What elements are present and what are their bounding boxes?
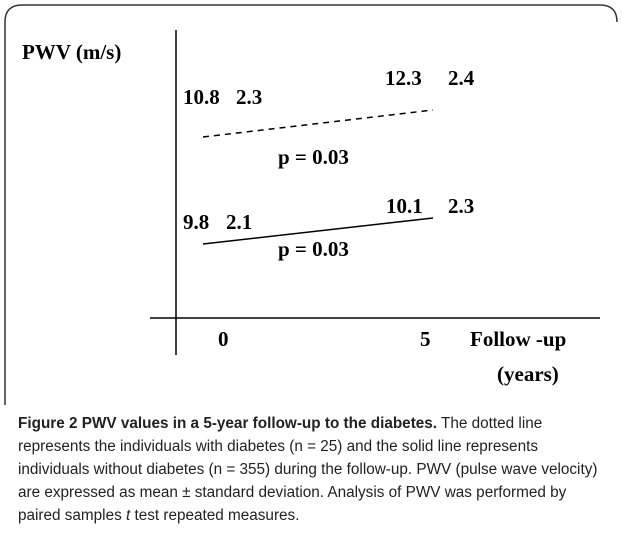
value: 9.8 [183, 210, 209, 234]
x-tick: 0 [218, 327, 229, 351]
value: 2.3 [448, 194, 474, 218]
caption-label: Figure 2 [18, 415, 78, 432]
figure: PWV (m/s) 0 5 Follow -up (years) 10.8 2.… [4, 4, 618, 405]
x-axis-label: (years) [497, 362, 559, 386]
p-value: p = 0.03 [278, 237, 349, 261]
value: 10.1 [386, 194, 423, 218]
caption: Figure 2 PWV values in a 5-year follow-u… [18, 412, 610, 527]
value: 12.3 [385, 66, 422, 90]
x-tick: 5 [420, 327, 431, 351]
no-diabetes-line [202, 217, 434, 245]
value: 10.8 [183, 85, 220, 109]
caption-italic: t [125, 507, 131, 524]
p-value: p = 0.03 [278, 145, 349, 169]
diabetes-line [202, 109, 434, 138]
caption-text: The dotted line represents the individua… [18, 415, 598, 524]
caption-title: PWV values in a 5-year follow-up to the … [81, 415, 438, 432]
value: 2.4 [448, 66, 475, 90]
value: 2.1 [226, 210, 252, 234]
frame [4, 4, 618, 405]
y-axis-label: PWV (m/s) [22, 40, 121, 64]
caption-text: test repeated measures. [134, 507, 300, 524]
x-axis-label: Follow -up [470, 327, 566, 351]
value: 2.3 [236, 85, 262, 109]
